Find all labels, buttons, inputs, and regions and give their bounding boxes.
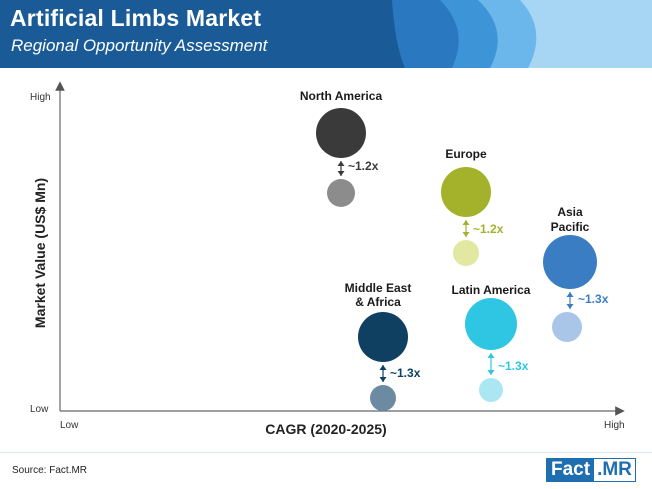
page-subtitle: Regional Opportunity Assessment — [11, 36, 268, 55]
bubble-asia-pacific-future — [552, 312, 582, 342]
arrowhead-down-north-america — [337, 171, 345, 176]
multiplier-asia-pacific: ~1.3x — [578, 292, 609, 306]
region-label-asia-pacific-line1: Asia — [557, 205, 583, 219]
arrowhead-down-middle-east-and-africa — [379, 377, 387, 382]
bubbles-group: ~1.2x North America ~1.2x Europe ~1.3x AsiaPa… — [300, 89, 609, 411]
region-label-europe: Europe — [445, 147, 487, 161]
factmr-logo: Fact .MR — [546, 458, 636, 482]
arrowhead-up-middle-east-and-africa — [379, 365, 387, 370]
y-tick-low: Low — [30, 404, 49, 415]
arrowhead-down-asia-pacific — [566, 304, 574, 309]
region-label-asia-pacific-line2: Pacific — [551, 220, 590, 234]
bubble-middle-east-and-africa-future — [370, 385, 396, 411]
arrowhead-up-asia-pacific — [566, 292, 574, 297]
region-label-north-america: North America — [300, 89, 383, 103]
arrowhead-up-latin-america — [487, 353, 495, 358]
y-tick-high: High — [30, 92, 51, 103]
multiplier-middle-east-and-africa: ~1.3x — [390, 366, 421, 380]
bubble-north-america-future — [327, 179, 355, 207]
arrowhead-down-europe — [462, 232, 470, 237]
multiplier-north-america: ~1.2x — [348, 159, 379, 173]
source-note: Source: Fact.MR — [12, 465, 88, 476]
region-label-middle-east-and-africa-line2: & Africa — [355, 295, 401, 309]
region-label-middle-east-and-africa-line1: Middle East — [345, 281, 412, 295]
multiplier-latin-america: ~1.3x — [498, 359, 529, 373]
arrowhead-up-north-america — [337, 161, 345, 166]
page-title: Artificial Limbs Market — [10, 5, 262, 31]
x-axis-label: CAGR (2020-2025) — [265, 421, 386, 437]
logo-mr: .MR — [594, 458, 636, 482]
arrowhead-down-latin-america — [487, 370, 495, 375]
bubble-europe-future — [453, 240, 479, 266]
bubble-europe-current — [441, 167, 491, 217]
bubble-north-america-current — [316, 108, 366, 158]
logo-fact: Fact — [546, 458, 595, 482]
bubble-middle-east-and-africa-current — [358, 312, 408, 362]
bubble-asia-pacific-current — [543, 235, 597, 289]
multiplier-europe: ~1.2x — [473, 222, 504, 236]
arrowhead-up-europe — [462, 220, 470, 225]
footer-divider — [0, 452, 652, 453]
bubble-latin-america-current — [465, 298, 517, 350]
x-tick-low: Low — [60, 420, 79, 431]
header-banner: Artificial Limbs Market Regional Opportu… — [0, 0, 652, 68]
y-axis-label: Market Value (US$ Mn) — [32, 178, 48, 328]
x-tick-high: High — [604, 420, 625, 431]
bubble-latin-america-future — [479, 378, 503, 402]
header-decoration — [392, 0, 652, 68]
region-label-latin-america: Latin America — [452, 283, 531, 297]
